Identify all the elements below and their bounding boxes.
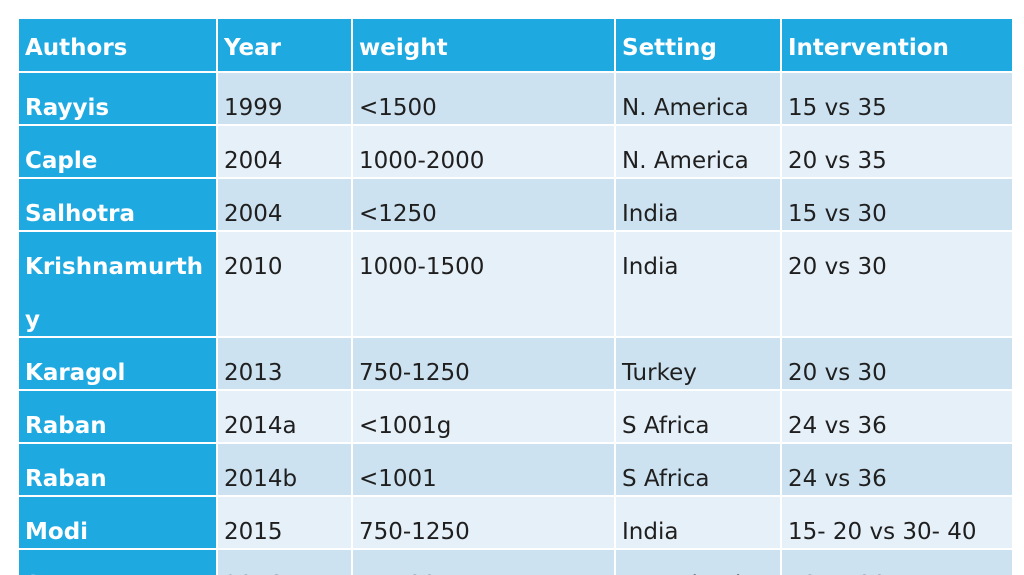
- row-label: Modi: [19, 497, 216, 548]
- table-cell: 15 vs 35: [782, 73, 1012, 124]
- table-cell: India: [616, 232, 780, 336]
- table-cell: Turkey: [616, 338, 780, 389]
- table-cell: <1250: [353, 179, 614, 230]
- table-cell: 2016: [218, 550, 351, 575]
- table-cell: 750-1250: [353, 497, 614, 548]
- table-cell: 15- 20 vs 30- 40: [782, 497, 1012, 548]
- row-label: Raban: [19, 444, 216, 495]
- row-label: Krishnamurthy: [19, 232, 216, 336]
- table-cell: <1001g: [353, 391, 614, 442]
- row-label: Caple: [19, 126, 216, 177]
- table-cell: 15 vs 30: [782, 179, 1012, 230]
- header-cell: Setting: [616, 19, 780, 71]
- table-cell: 1000-1500: [353, 232, 614, 336]
- table-cell: UK/Ireland: [616, 550, 780, 575]
- table-cell: <1500: [353, 73, 614, 124]
- header-cell: Year: [218, 19, 351, 71]
- table-cell: 1000-2000: [353, 126, 614, 177]
- table-cell: 24 vs 36: [782, 444, 1012, 495]
- table-cell: 2014b: [218, 444, 351, 495]
- row-label: Salhotra: [19, 179, 216, 230]
- row-label: Karagol: [19, 338, 216, 389]
- table-cell: 2015: [218, 497, 351, 548]
- row-label: Raban: [19, 391, 216, 442]
- table-cell: 2004: [218, 126, 351, 177]
- table-cell: 20 vs 30: [782, 232, 1012, 336]
- table-cell: 18 vs 30: [782, 550, 1012, 575]
- table-cell: 750-1250: [353, 338, 614, 389]
- table-cell: N. America: [616, 73, 780, 124]
- table-cell: S Africa: [616, 391, 780, 442]
- table-cell: India: [616, 497, 780, 548]
- header-cell: weight: [353, 19, 614, 71]
- table-cell: India: [616, 179, 780, 230]
- table-cell: S Africa: [616, 444, 780, 495]
- table-cell: 2013: [218, 338, 351, 389]
- row-label: Rayyis: [19, 73, 216, 124]
- table-cell: 2004: [218, 179, 351, 230]
- table-cell: 2014a: [218, 391, 351, 442]
- header-cell: Authors: [19, 19, 216, 71]
- table-cell: N. America: [616, 126, 780, 177]
- table-cell: 24 vs 36: [782, 391, 1012, 442]
- table-cell: <1001: [353, 444, 614, 495]
- table-cell: 20 vs 35: [782, 126, 1012, 177]
- table-cell: 2010: [218, 232, 351, 336]
- header-cell: Intervention: [782, 19, 1012, 71]
- table-cell: 1999: [218, 73, 351, 124]
- row-label: SIFT: [19, 550, 216, 575]
- table-cell: 20 vs 30: [782, 338, 1012, 389]
- table-cell: <1500: [353, 550, 614, 575]
